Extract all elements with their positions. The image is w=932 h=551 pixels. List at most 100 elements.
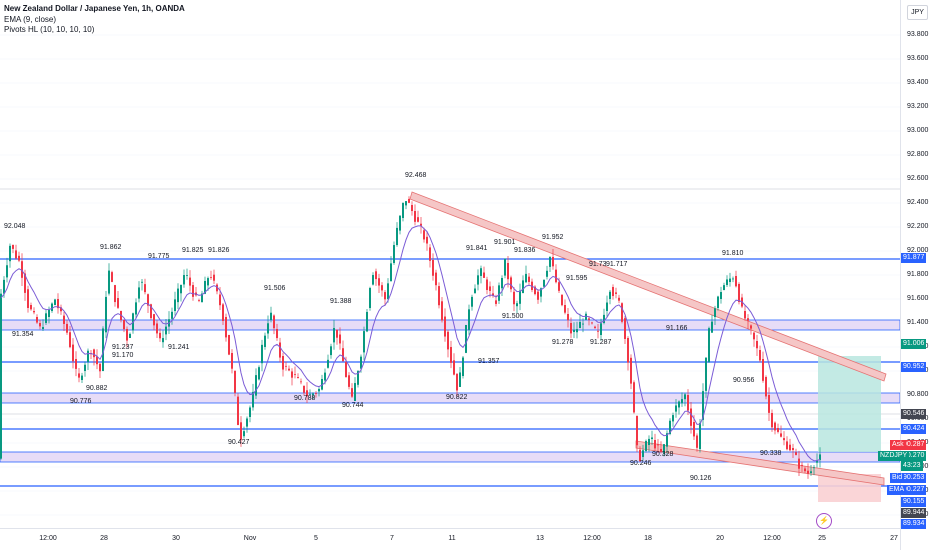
pivot-label: 90.822 — [446, 394, 468, 401]
time-tick: 27 — [890, 535, 898, 542]
candle-body — [78, 373, 80, 378]
candle-body — [765, 377, 767, 397]
candle-body — [507, 263, 509, 280]
candle-body — [471, 296, 473, 307]
candle-body — [747, 318, 749, 321]
candle-body — [147, 294, 149, 306]
price-tick: 90.800 — [907, 391, 929, 398]
candle-body — [33, 311, 35, 313]
price-axis[interactable]: JPY 93.800 93.600 93.400 93.200 93.000 92.800… — [900, 0, 932, 550]
candle-body — [408, 199, 410, 203]
candle-body — [264, 335, 266, 347]
candle-body — [150, 304, 152, 319]
candle-body — [342, 348, 344, 362]
candle-body — [51, 303, 53, 311]
time-tick: 30 — [172, 535, 180, 542]
time-axis[interactable]: 12:00 28 30 Nov 5 7 11 13 12:00 18 20 12:00 25 27 — [0, 528, 900, 551]
pivot-label: 91.825 — [182, 247, 204, 254]
candle-body — [6, 265, 8, 278]
candle-body — [726, 279, 728, 285]
price-tick: 93.200 — [907, 103, 929, 110]
bid-tag: Bid — [890, 473, 905, 483]
price-chart[interactable]: 92.048 91.354 91.862 91.170 90.882 90.776 91.7… — [0, 0, 900, 528]
candle-body — [333, 328, 335, 343]
candle-body — [369, 288, 371, 308]
candle-body — [516, 303, 518, 307]
legend-ema: EMA (9, close) — [4, 14, 57, 24]
candle-body — [588, 318, 590, 320]
candle-body — [504, 258, 506, 276]
candle-body — [777, 428, 779, 432]
candle-body — [294, 374, 296, 376]
pivot-label: 91.237 — [112, 344, 134, 351]
candle-body — [768, 395, 770, 413]
candle-body — [381, 285, 383, 291]
price-tick: 91.600 — [907, 295, 929, 302]
candle-body — [723, 285, 725, 290]
candle-body — [225, 317, 227, 338]
candle-body — [291, 371, 293, 378]
candle-body — [318, 388, 320, 392]
candle-body — [96, 356, 98, 365]
candle-body — [138, 287, 140, 299]
candle-body — [261, 344, 263, 364]
candle-body — [753, 332, 755, 340]
candle-body — [522, 280, 524, 293]
candle-body — [69, 332, 71, 348]
candle-body — [708, 328, 710, 362]
zone-90-70 — [0, 392, 900, 404]
candle-body — [636, 416, 638, 446]
candle-body — [177, 288, 179, 303]
candle-body — [189, 277, 191, 286]
candle-body — [534, 286, 536, 295]
ask-tag: Ask — [890, 440, 906, 450]
candle-body — [285, 365, 287, 367]
pivot-labels: 92.048 91.354 91.862 91.170 90.882 90.776 91.7… — [4, 172, 782, 482]
price-tick: 93.000 — [907, 127, 929, 134]
label-90546: 90.546 — [901, 409, 927, 419]
candle-body — [642, 450, 644, 457]
candle-body — [57, 299, 59, 309]
candle-body — [309, 393, 311, 395]
candle-body — [705, 357, 707, 391]
candle-body — [162, 338, 164, 343]
candle-body — [528, 276, 530, 282]
pivot-label: 90.328 — [652, 451, 674, 458]
candle-body — [279, 342, 281, 358]
pivot-label: 91.278 — [552, 339, 574, 346]
candle-body — [780, 433, 782, 437]
candle-body — [438, 286, 440, 306]
time-tick: 18 — [644, 535, 652, 542]
pivot-label: 91.810 — [722, 250, 744, 257]
candle-body — [210, 277, 212, 278]
price-tick: 92.200 — [907, 223, 929, 230]
candle-body — [675, 405, 677, 412]
candle-body — [417, 217, 419, 222]
price-tick: 92.400 — [907, 199, 929, 206]
currency-button[interactable]: JPY — [907, 5, 928, 20]
candle-body — [456, 373, 458, 391]
candle-body — [273, 315, 275, 329]
candle-body — [735, 276, 737, 287]
candle-body — [129, 333, 131, 338]
candle-body — [144, 284, 146, 293]
candle-body — [630, 357, 632, 384]
candle-body — [390, 263, 392, 281]
candle-body — [45, 313, 47, 323]
candle-body — [603, 314, 605, 323]
alert-icon[interactable]: ⚡ — [816, 513, 832, 529]
candle-body — [354, 383, 356, 401]
label-91877: 91.877 — [901, 253, 927, 263]
pivot-label: 91.388 — [330, 298, 352, 305]
candle-body — [684, 394, 686, 400]
time-tick: 20 — [716, 535, 724, 542]
candle-body — [180, 284, 182, 294]
candle-body — [819, 454, 821, 461]
candle-body — [372, 275, 374, 285]
candle-body — [771, 413, 773, 428]
price-tick: 92.000 — [907, 247, 929, 254]
candle-body — [198, 300, 200, 301]
pivot-label: 90.788 — [294, 395, 316, 402]
candle-body — [465, 325, 467, 353]
candle-body — [183, 275, 185, 285]
